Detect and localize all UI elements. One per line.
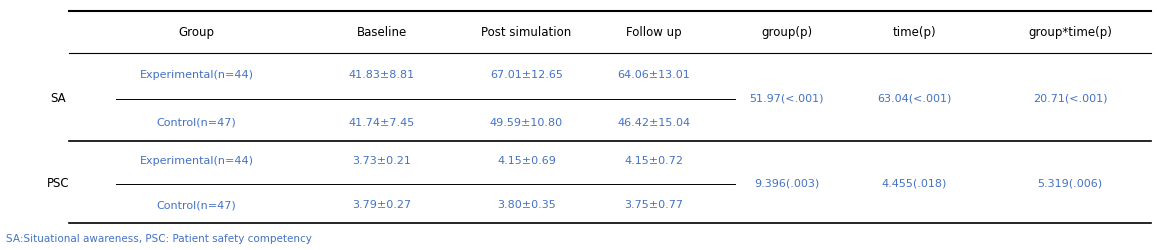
Text: 41.83±8.81: 41.83±8.81 — [348, 70, 415, 80]
Text: Group: Group — [178, 26, 215, 39]
Text: 4.15±0.69: 4.15±0.69 — [498, 156, 555, 166]
Text: 49.59±10.80: 49.59±10.80 — [489, 118, 563, 128]
Text: Control(n=47): Control(n=47) — [157, 200, 236, 210]
Text: 51.97(<.001): 51.97(<.001) — [750, 94, 824, 104]
Text: group(p): group(p) — [761, 26, 812, 39]
Text: 20.71(<.001): 20.71(<.001) — [1033, 94, 1107, 104]
Text: Follow up: Follow up — [626, 26, 681, 39]
Text: Post simulation: Post simulation — [481, 26, 572, 39]
Text: Baseline: Baseline — [356, 26, 407, 39]
Text: Experimental(n=44): Experimental(n=44) — [140, 156, 253, 166]
Text: time(p): time(p) — [892, 26, 936, 39]
Text: 3.73±0.21: 3.73±0.21 — [353, 156, 411, 166]
Text: PSC: PSC — [46, 177, 69, 190]
Text: 3.75±0.77: 3.75±0.77 — [625, 200, 683, 210]
Text: 4.455(.018): 4.455(.018) — [882, 179, 946, 189]
Text: 3.79±0.27: 3.79±0.27 — [352, 200, 412, 210]
Text: 64.06±13.01: 64.06±13.01 — [618, 70, 690, 80]
Text: group*time(p): group*time(p) — [1029, 26, 1112, 39]
Text: 41.74±7.45: 41.74±7.45 — [348, 118, 415, 128]
Text: 9.396(.003): 9.396(.003) — [754, 179, 819, 189]
Text: 3.80±0.35: 3.80±0.35 — [498, 200, 555, 210]
Text: 4.15±0.72: 4.15±0.72 — [625, 156, 683, 166]
Text: 63.04(<.001): 63.04(<.001) — [877, 94, 951, 104]
Text: SA: SA — [50, 92, 66, 105]
Text: 46.42±15.04: 46.42±15.04 — [617, 118, 691, 128]
Text: Experimental(n=44): Experimental(n=44) — [140, 70, 253, 80]
Text: SA:Situational awareness, PSC: Patient safety competency: SA:Situational awareness, PSC: Patient s… — [6, 234, 311, 244]
Text: Control(n=47): Control(n=47) — [157, 118, 236, 128]
Text: 5.319(.006): 5.319(.006) — [1038, 179, 1103, 189]
Text: 67.01±12.65: 67.01±12.65 — [491, 70, 562, 80]
